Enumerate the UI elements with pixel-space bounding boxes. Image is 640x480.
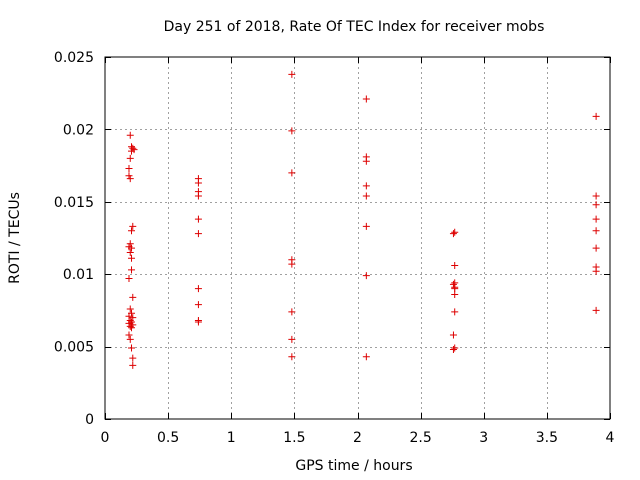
- gridlines: [105, 57, 610, 419]
- data-point: [449, 280, 457, 288]
- data-point: [128, 324, 136, 332]
- data-point: [194, 179, 202, 187]
- data-point: [288, 127, 296, 135]
- data-point: [194, 285, 202, 293]
- data-point: [288, 335, 296, 343]
- y-tick-label: 0: [85, 412, 94, 428]
- data-point: [592, 192, 600, 200]
- data-point: [449, 345, 457, 353]
- data-point: [126, 305, 134, 313]
- data-point: [451, 290, 459, 298]
- x-tick-label: 1.5: [283, 430, 305, 446]
- data-point: [592, 112, 600, 120]
- data-point: [362, 353, 370, 361]
- data-point: [362, 182, 370, 190]
- data-point: [288, 70, 296, 78]
- data-point: [126, 175, 134, 183]
- y-axis-ticks: 0 0.005 0.01 0.015 0.02 0.025: [54, 50, 610, 428]
- data-point: [362, 222, 370, 230]
- data-point: [451, 228, 459, 236]
- data-point: [126, 322, 134, 330]
- data-point: [126, 240, 134, 248]
- y-tick-label: 0.01: [63, 267, 94, 283]
- x-tick-label: 0.5: [157, 430, 179, 446]
- x-tick-label: 3: [479, 430, 488, 446]
- x-tick-label: 1: [227, 430, 236, 446]
- data-point: [125, 172, 133, 180]
- x-tick-label: 0: [101, 430, 110, 446]
- data-point: [288, 308, 296, 316]
- data-point: [451, 262, 459, 270]
- x-axis-ticks: 0 0.5 1 1.5 2 2.5 3 3.5 4: [101, 57, 615, 446]
- data-point: [129, 222, 137, 230]
- plot-frame: [104, 56, 611, 420]
- data-point: [592, 267, 600, 275]
- data-point: [126, 131, 134, 139]
- data-point: [194, 318, 202, 326]
- data-point: [194, 301, 202, 309]
- data-points: [125, 70, 600, 369]
- data-point: [288, 353, 296, 361]
- data-point: [125, 312, 133, 320]
- data-point: [194, 192, 202, 200]
- y-tick-label: 0.025: [54, 50, 94, 66]
- data-point: [194, 215, 202, 223]
- data-point: [362, 192, 370, 200]
- data-point: [592, 306, 600, 314]
- data-point: [288, 169, 296, 177]
- data-point: [451, 344, 459, 352]
- data-point: [362, 95, 370, 103]
- data-point: [125, 275, 133, 283]
- data-point: [451, 308, 459, 316]
- data-point: [362, 157, 370, 165]
- x-axis-label: GPS time / hours: [295, 458, 412, 474]
- data-point: [125, 319, 133, 327]
- y-axis-label: ROTI / TECUs: [7, 192, 23, 284]
- y-tick-label: 0.015: [54, 195, 94, 211]
- data-point: [128, 227, 136, 235]
- data-point: [128, 244, 136, 252]
- data-point: [592, 227, 600, 235]
- data-point: [592, 201, 600, 209]
- data-point: [592, 215, 600, 223]
- data-point: [592, 244, 600, 252]
- x-tick-label: 3.5: [536, 430, 558, 446]
- data-point: [126, 154, 134, 162]
- data-point: [194, 230, 202, 238]
- data-point: [449, 331, 457, 339]
- data-point: [128, 266, 136, 274]
- data-point: [126, 335, 134, 343]
- data-point: [128, 254, 136, 262]
- data-point: [449, 230, 457, 238]
- data-point: [128, 147, 136, 155]
- data-point: [129, 354, 137, 362]
- data-point: [362, 272, 370, 280]
- data-point: [129, 144, 137, 152]
- data-point: [129, 293, 137, 301]
- x-tick-label: 4: [606, 430, 615, 446]
- data-point: [129, 361, 137, 369]
- y-tick-label: 0.005: [54, 340, 94, 356]
- y-tick-label: 0.02: [63, 122, 94, 138]
- data-point: [125, 331, 133, 339]
- data-point: [125, 164, 133, 172]
- data-point: [128, 344, 136, 352]
- data-point: [126, 248, 134, 256]
- chart-title: Day 251 of 2018, Rate Of TEC Index for r…: [164, 19, 545, 35]
- x-tick-label: 2.5: [409, 430, 431, 446]
- data-point: [288, 260, 296, 268]
- x-tick-label: 2: [353, 430, 362, 446]
